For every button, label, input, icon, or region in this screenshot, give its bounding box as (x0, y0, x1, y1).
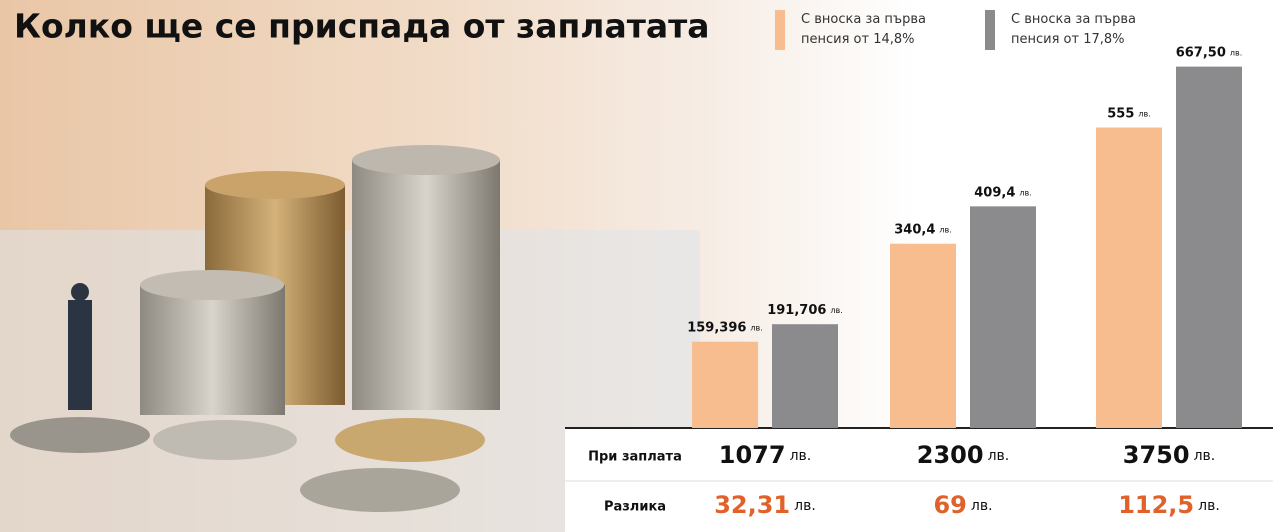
unit-text: лв. (750, 323, 762, 332)
unit-text: лв. (1230, 48, 1242, 57)
value-text: 112,5 (1118, 491, 1194, 519)
table-background (565, 428, 1273, 532)
bar (692, 341, 758, 428)
value-label: 69 лв. (933, 491, 992, 519)
coin-stacks (10, 145, 500, 512)
value-label: 159,396 лв. (687, 320, 763, 335)
bar (970, 206, 1036, 428)
unit-text: лв. (790, 448, 812, 464)
value-text: 409,4 (974, 185, 1015, 200)
value-text: 191,706 (767, 303, 826, 318)
bar (1096, 127, 1162, 428)
value-text: 2300 (917, 441, 984, 469)
value-text: 340,4 (894, 222, 935, 237)
value-text: 32,31 (714, 491, 790, 519)
chart-title: Колко ще се приспада от заплатата (14, 7, 710, 46)
legend-entry: С вноска за първа пенсия от 17,8% (985, 10, 1161, 50)
bar (1176, 66, 1242, 428)
value-label: 2300 лв. (917, 441, 1009, 469)
unit-text: лв. (1019, 188, 1031, 197)
bar (772, 324, 838, 428)
value-label: 555 лв. (1107, 106, 1151, 121)
value-text: 555 (1107, 106, 1134, 121)
value-label: 1077 лв. (719, 441, 811, 469)
row-label: Разлика (604, 500, 666, 515)
value-label: 340,4 лв. (894, 222, 952, 237)
value-text: 1077 (719, 441, 786, 469)
unit-text: лв. (971, 498, 993, 514)
unit-text: лв. (1198, 498, 1220, 514)
value-label: 112,5 лв. (1118, 491, 1220, 519)
value-label: 409,4 лв. (974, 185, 1032, 200)
unit-text: лв. (939, 225, 951, 234)
unit-text: лв. (1138, 109, 1150, 118)
value-text: 69 (933, 491, 966, 519)
value-label: 191,706 лв. (767, 303, 843, 318)
value-label: 3750 лв. (1123, 441, 1215, 469)
bar (890, 243, 956, 428)
value-text: 3750 (1123, 441, 1190, 469)
unit-text: лв. (1194, 448, 1216, 464)
row-label: При заплата (588, 450, 682, 465)
value-text: 159,396 (687, 320, 746, 335)
unit-text: лв. (794, 498, 816, 514)
unit-text: лв. (988, 448, 1010, 464)
value-text: 667,50 (1176, 45, 1226, 60)
unit-text: лв. (830, 306, 842, 315)
legend-entry: С вноска за първа пенсия от 14,8% (775, 10, 951, 50)
value-label: 32,31 лв. (714, 491, 816, 519)
value-label: 667,50 лв. (1176, 45, 1243, 60)
